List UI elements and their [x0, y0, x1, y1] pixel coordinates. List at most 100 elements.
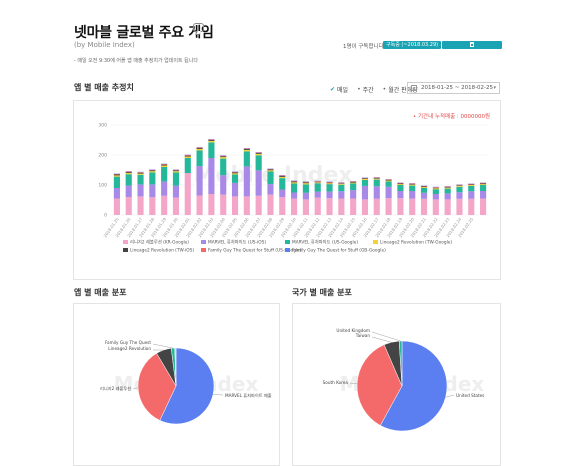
bar-segment — [456, 186, 463, 193]
bar-segment — [113, 174, 120, 176]
bar-segment — [385, 179, 392, 180]
bar-segment — [385, 179, 392, 181]
bar-segment — [468, 185, 475, 192]
bar-segment — [373, 178, 380, 180]
bar-segment — [373, 186, 380, 199]
update-note: - 매일 오전 9:30에 어플 앱 매출 추정치가 업데이트 됩니다 — [74, 58, 198, 64]
legend-label: 리니지2 레볼루션 (KR-Google) — [130, 239, 189, 246]
y-tick-label: 300 — [98, 123, 107, 129]
bar-segment — [350, 190, 357, 199]
pie-label: United States — [456, 393, 484, 398]
bar-segment — [291, 181, 298, 183]
subscribe-button[interactable] — [442, 41, 502, 49]
bar-segment — [314, 183, 321, 192]
bar-segment — [196, 166, 203, 196]
bar-segment — [291, 180, 298, 182]
bar-segment — [149, 169, 156, 171]
bar-segment — [161, 164, 168, 165]
bar-segment — [172, 171, 180, 173]
bar-segment — [172, 185, 180, 198]
bar-segment — [420, 192, 428, 199]
pie-leader-line — [349, 382, 358, 385]
tab-daily[interactable]: ✔ 매일 — [330, 86, 349, 94]
bar-segment — [480, 198, 487, 215]
bar-segment — [113, 188, 120, 199]
bar-segment — [302, 181, 309, 183]
bar-segment — [137, 196, 144, 215]
bar-segment — [184, 173, 191, 215]
legend-label: Family Guy The Quest for Stuff (US-Googl… — [208, 248, 302, 254]
bar-segment — [125, 171, 132, 173]
bar-segment — [314, 191, 321, 198]
bar-segment — [267, 171, 274, 185]
bar-segment — [468, 184, 475, 185]
pie-slice — [174, 347, 177, 387]
bar-segment — [125, 197, 132, 215]
bar-segment — [314, 197, 321, 215]
legend-label: Lineage2 Revolution (TW-iOS) — [130, 248, 194, 254]
bar-segment — [267, 169, 274, 171]
bar-segment — [113, 198, 120, 215]
bar-segment — [243, 149, 250, 152]
bar-segment — [196, 195, 203, 215]
pie-leader-line — [152, 343, 174, 349]
bar-segment — [291, 192, 298, 199]
pie-leader-line — [445, 394, 455, 398]
check-icon: ✔ — [330, 86, 336, 93]
bar-segment — [196, 149, 203, 151]
bar-segment — [208, 139, 215, 140]
y-tick-label: 0 — [104, 213, 107, 219]
bar-segment — [432, 189, 439, 194]
bar-segment — [361, 179, 369, 180]
bar-segment — [302, 192, 309, 200]
bar-segment — [444, 187, 451, 188]
bar-segment — [397, 191, 404, 199]
bar-segment — [267, 194, 274, 215]
bar-segment — [255, 195, 262, 215]
bar-segment — [291, 182, 298, 184]
bar-segment — [432, 194, 439, 200]
revenue-section-title: 앱 별 매출 추정치 — [74, 83, 134, 92]
bar-segment — [409, 184, 416, 185]
date-range-picker[interactable]: 2018-01-25 ~ 2018-02-25 ▾ — [407, 82, 500, 94]
bar-segment — [350, 182, 357, 183]
bar-segment — [208, 194, 215, 215]
tab-monthly[interactable]: • 월간 판매량 — [382, 86, 418, 94]
bar-segment — [149, 170, 156, 172]
bar-segment — [326, 183, 333, 185]
bar-segment — [279, 176, 286, 179]
bar-segment — [231, 171, 239, 173]
pie-label: United Kingdom — [336, 328, 370, 333]
bar-segment — [113, 173, 120, 175]
subscribe-status-badge[interactable]: 구독중 (~2018.03.29) — [383, 41, 442, 49]
bar-segment — [125, 174, 132, 186]
legend-swatch — [123, 240, 128, 244]
bar-segment — [350, 183, 357, 191]
pie-slice — [379, 340, 448, 432]
bar-segment — [361, 177, 369, 179]
bar-segment — [420, 186, 428, 188]
bar-segment — [420, 187, 428, 188]
bar-segment — [480, 184, 487, 185]
bar-segment — [444, 199, 451, 215]
bookmark-icon — [470, 42, 474, 47]
tab-weekly[interactable]: • 주간 — [357, 86, 374, 94]
bar-segment — [338, 183, 345, 184]
bar-segment — [409, 191, 416, 199]
bar-segment — [302, 182, 309, 184]
bar-segment — [480, 182, 487, 184]
bar-segment — [231, 182, 239, 197]
bar-segment — [172, 172, 180, 186]
bar-segment — [314, 181, 321, 183]
subscriber-count: 1명이 구독합니다 — [343, 44, 384, 50]
y-tick-label: 200 — [98, 153, 107, 159]
bar-segment — [326, 184, 333, 192]
stacked-bar-chart: Mobile Index01002003002018.01.252018.01.… — [98, 123, 489, 254]
bar-segment — [420, 188, 428, 193]
comment-icon[interactable] — [193, 23, 204, 32]
legend-swatch — [285, 240, 290, 244]
bar-segment — [326, 198, 333, 215]
bar-segment — [196, 150, 203, 167]
